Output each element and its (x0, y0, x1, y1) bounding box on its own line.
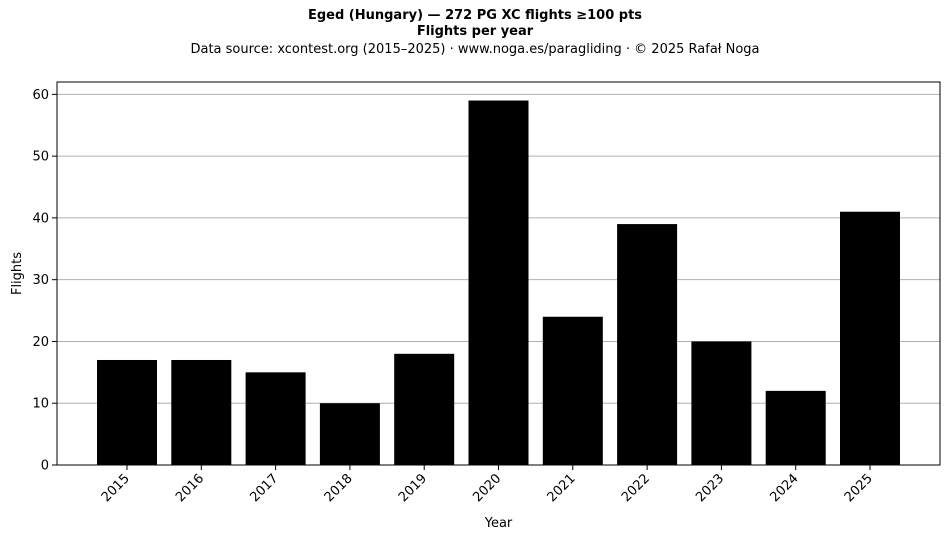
x-tick-label: 2016 (173, 471, 207, 505)
bar-2024 (765, 390, 826, 465)
bars (97, 100, 900, 465)
bar-2018 (319, 403, 380, 465)
x-tick-label: 2024 (768, 471, 802, 505)
bar-2020 (468, 100, 529, 465)
bar-2015 (97, 359, 157, 465)
x-axis-label: Year (484, 516, 513, 531)
bar-2016 (171, 359, 232, 465)
x-tick-label: 2017 (247, 471, 281, 505)
chart-source-note: Data source: xcontest.org (2015–2025) · … (190, 42, 760, 57)
y-tick-label: 30 (32, 273, 49, 288)
y-tick-label: 10 (32, 397, 49, 412)
y-axis-label: Flights (10, 252, 25, 295)
x-tick-label: 2015 (99, 471, 133, 505)
x-tick-label: 2019 (396, 471, 430, 505)
bar-2019 (394, 353, 455, 465)
y-tick-label: 0 (41, 459, 49, 474)
bar-2022 (617, 224, 678, 465)
chart-title: Eged (Hungary) — 272 PG XC flights ≥100 … (307, 8, 643, 23)
x-tick-label: 2021 (545, 471, 579, 505)
x-tick-label: 2018 (322, 471, 356, 505)
chart-subtitle: Flights per year (416, 24, 534, 39)
y-axis: 0 10 20 30 40 50 60 (32, 88, 57, 474)
bar-2025 (840, 211, 900, 465)
x-axis: 2015 2016 2017 2018 2019 2020 2021 2022 2023 2024… (99, 465, 876, 505)
x-tick-label: 2025 (842, 471, 876, 505)
y-tick-label: 60 (32, 88, 49, 103)
bar-2023 (691, 341, 752, 465)
x-tick-label: 2023 (693, 471, 727, 505)
y-tick-label: 50 (32, 150, 49, 165)
x-tick-label: 2020 (470, 471, 504, 505)
x-tick-label: 2022 (619, 471, 653, 505)
bar-2017 (245, 372, 306, 465)
bar-2021 (542, 316, 603, 465)
chart-titles: Eged (Hungary) — 272 PG XC flights ≥100 … (0, 8, 950, 60)
y-tick-label: 40 (32, 211, 49, 226)
y-tick-label: 20 (32, 335, 49, 350)
